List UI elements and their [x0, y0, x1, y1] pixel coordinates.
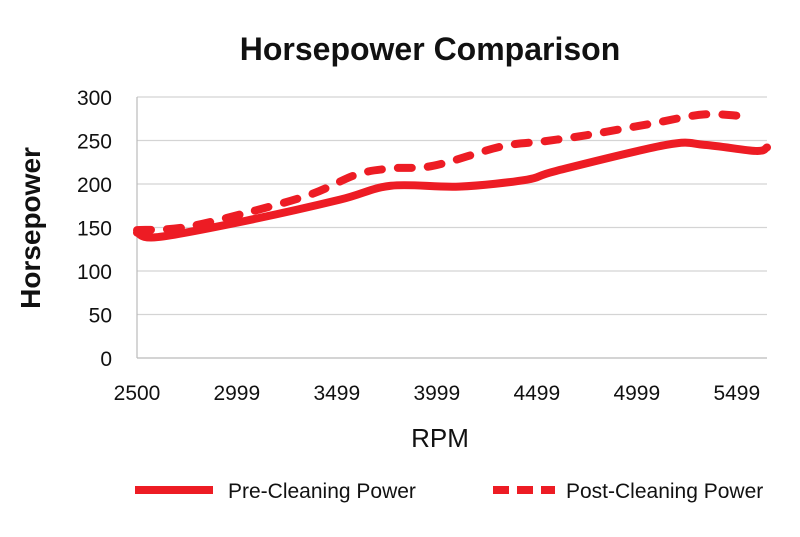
x-tick-label: 4999 — [613, 382, 660, 405]
x-tick-label: 2999 — [213, 382, 260, 405]
y-axis-label: Horsepower — [15, 147, 46, 309]
y-tick-label: 300 — [77, 87, 112, 110]
y-tick-label: 50 — [89, 305, 112, 328]
x-tick-label: 3499 — [313, 382, 360, 405]
x-tick-label: 4499 — [513, 382, 560, 405]
legend-label-post-cleaning: Post-Cleaning Power — [566, 480, 763, 503]
x-axis-label: RPM — [411, 423, 469, 453]
x-tick-label: 2500 — [114, 382, 161, 405]
series-line-post-cleaning — [133, 110, 755, 235]
x-tick-label: 3999 — [413, 382, 460, 405]
legend: Pre-Cleaning Power Post-Cleaning Power — [135, 480, 763, 503]
chart-title: Horsepower Comparison — [240, 31, 621, 67]
y-tick-label: 150 — [77, 218, 112, 241]
y-tick-label: 100 — [77, 261, 112, 284]
y-tick-label: 250 — [77, 131, 112, 154]
x-tick-label: 5499 — [713, 382, 760, 405]
legend-label-pre-cleaning: Pre-Cleaning Power — [228, 480, 416, 503]
series-line-pre-cleaning — [133, 138, 771, 242]
y-tick-label: 200 — [77, 174, 112, 197]
y-tick-label: 0 — [100, 348, 112, 371]
